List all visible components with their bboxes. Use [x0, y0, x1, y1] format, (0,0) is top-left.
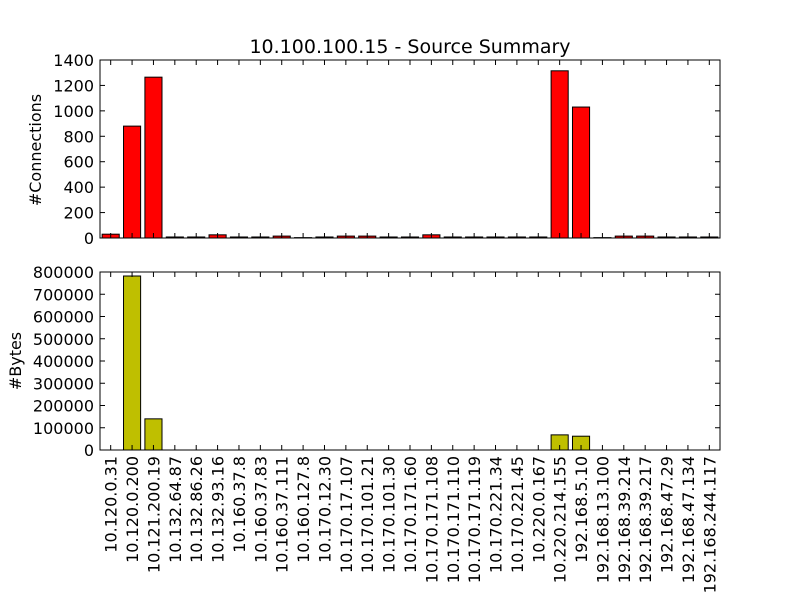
x-tick-label: 10.132.93.16	[209, 456, 228, 563]
connections-y-axis-label: #Connections	[26, 94, 45, 206]
bytes-y-tick-label: 600000	[33, 308, 94, 327]
connections-panel: 0 200 400 600 800 1000 1200 1400 #Connections	[26, 51, 721, 248]
connections-y-tick-label: 400	[63, 178, 94, 197]
x-tick-label: 10.120.0.31	[102, 456, 121, 553]
x-tick-label: 192.168.47.134	[679, 456, 698, 583]
x-tick-label: 192.168.47.29	[658, 456, 677, 573]
connections-axes-frame	[99, 59, 721, 239]
x-tick-label: 10.132.64.87	[166, 456, 185, 563]
x-tick-label: 10.170.171.110	[444, 456, 463, 583]
x-tick-label: 192.168.39.214	[615, 456, 634, 583]
bytes-y-tick-label: 100000	[33, 419, 94, 438]
x-tick-label: 10.160.37.8	[230, 456, 249, 553]
chart-title: 10.100.100.15 - Source Summary	[249, 36, 570, 58]
connections-y-tick-label: 1000	[53, 102, 94, 121]
bytes-y-tick-label: 400000	[33, 352, 94, 371]
x-tick-labels: 10.120.0.31 10.120.0.200 10.121.200.19 10.1…	[102, 456, 720, 593]
connections-y-tick-label: 1200	[53, 76, 94, 95]
bytes-y-tick-label: 300000	[33, 374, 94, 393]
bytes-y-tick-label: 700000	[33, 285, 94, 304]
bytes-y-axis-label: #Bytes	[6, 332, 25, 390]
connections-bar	[144, 76, 163, 239]
x-tick-label: 10.170.101.21	[358, 456, 377, 573]
x-tick-label: 10.160.37.83	[251, 456, 270, 563]
bytes-panel: 0 100000 200000 300000 400000 500000 600000 700…	[6, 263, 721, 460]
connections-bar	[123, 125, 142, 239]
x-tick-label: 10.170.171.119	[465, 456, 484, 583]
x-tick-label: 10.120.0.200	[123, 456, 142, 563]
connections-bar	[550, 70, 569, 239]
bytes-y-tick-label: 0	[84, 441, 94, 460]
x-tick-label: 10.170.221.45	[508, 456, 527, 573]
x-tick-label: 10.220.0.167	[529, 456, 548, 563]
x-tick-label: 10.160.127.8	[294, 456, 313, 563]
x-tick-label: 192.168.244.117	[700, 456, 719, 593]
connections-y-tick-label: 800	[63, 127, 94, 146]
x-tick-label: 192.168.39.217	[636, 456, 655, 583]
x-tick-label: 192.168.13.100	[593, 456, 612, 583]
x-tick-label: 10.220.214.155	[551, 456, 570, 583]
x-tick-label: 10.170.171.60	[401, 456, 420, 573]
x-tick-label: 10.160.37.111	[273, 456, 292, 573]
x-tick-label: 10.121.200.19	[144, 456, 163, 573]
connections-y-tick-label: 0	[84, 229, 94, 248]
x-tick-label: 10.170.12.30	[315, 456, 334, 563]
x-tick-label: 10.132.86.26	[187, 456, 206, 563]
connections-y-tick-label: 600	[63, 153, 94, 172]
connections-y-tick-label: 200	[63, 204, 94, 223]
bytes-y-tick-label: 800000	[33, 263, 94, 282]
x-tick-label: 192.168.5.10	[572, 456, 591, 563]
connections-bar	[571, 106, 591, 239]
bytes-y-tick-label: 200000	[33, 397, 94, 416]
connections-y-tick-label: 1400	[53, 51, 94, 70]
x-tick-label: 10.170.17.107	[337, 456, 356, 573]
x-tick-label: 10.170.101.30	[380, 456, 399, 573]
bytes-y-tick-label: 500000	[33, 330, 94, 349]
bytes-bar	[123, 275, 142, 451]
x-tick-label: 10.170.221.34	[487, 456, 506, 573]
bytes-axes-frame	[99, 271, 721, 451]
x-tick-label: 10.170.171.108	[422, 456, 441, 583]
